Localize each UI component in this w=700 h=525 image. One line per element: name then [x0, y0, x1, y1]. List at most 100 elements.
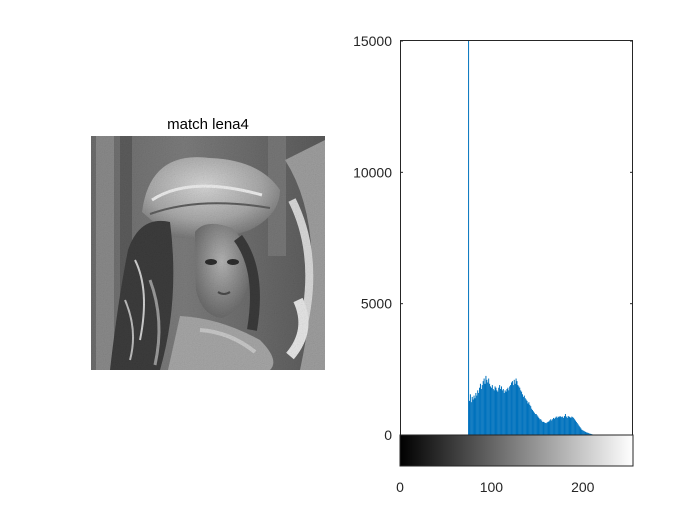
- histogram-bar: [524, 398, 526, 435]
- histogram-bar: [562, 416, 564, 435]
- histogram-bar: [508, 390, 510, 435]
- histogram-bar: [574, 420, 576, 435]
- histogram-bar: [532, 410, 534, 435]
- x-tick-label: 0: [396, 479, 404, 495]
- histogram-bar: [546, 422, 548, 435]
- histogram-bar: [468, 400, 470, 435]
- axes-box: [400, 40, 633, 435]
- histogram-bar: [532, 411, 534, 435]
- histogram-bar: [583, 430, 585, 435]
- histogram-bar: [555, 416, 557, 435]
- histogram-bar: [541, 420, 543, 435]
- histogram-bar: [537, 416, 539, 435]
- histogram-bar: [489, 383, 491, 435]
- histogram-bar: [517, 385, 519, 435]
- histogram-bar: [468, 41, 470, 435]
- histogram-axes: 0 5000 10000 15000 0 100 200: [353, 33, 634, 495]
- histogram-bar: [543, 422, 545, 435]
- histogram-bar: [588, 433, 590, 435]
- histogram-bar: [521, 391, 523, 435]
- histogram-bar: [499, 385, 501, 435]
- histogram-bar: [476, 395, 478, 435]
- histogram-bar: [487, 382, 489, 435]
- y-tick-label: 5000: [361, 296, 392, 312]
- histogram-bar: [474, 398, 476, 435]
- histogram-bar: [569, 417, 571, 435]
- histogram-bar: [475, 392, 477, 435]
- histogram-bars: [468, 41, 600, 435]
- histogram-bar: [473, 395, 475, 435]
- y-tick-label: 15000: [353, 33, 392, 49]
- histogram-bar: [528, 402, 530, 435]
- histogram-bar: [565, 416, 567, 435]
- histogram-bar: [575, 421, 577, 435]
- histogram-bar: [554, 417, 556, 435]
- histogram-bar: [557, 416, 559, 435]
- histogram-bar: [531, 408, 533, 435]
- histogram-bar: [495, 387, 497, 435]
- histogram-bar: [560, 416, 562, 435]
- histogram-bar: [516, 381, 518, 435]
- histogram-bar: [585, 432, 587, 435]
- histogram-bar: [481, 385, 483, 435]
- lena-matched-image: [91, 136, 325, 370]
- histogram-bar: [523, 395, 525, 435]
- histogram-bar: [536, 415, 538, 435]
- histogram-bar: [482, 381, 484, 435]
- histogram-bar: [488, 378, 490, 435]
- histogram-bar: [514, 383, 516, 435]
- histogram-bar: [494, 386, 496, 435]
- histogram-bar: [505, 391, 507, 435]
- histogram-bar: [511, 381, 513, 435]
- histogram-bar: [509, 386, 511, 435]
- y-tick-label: 10000: [353, 164, 392, 180]
- histogram-bar: [567, 416, 569, 435]
- histogram-bar: [548, 421, 550, 435]
- histogram-bar: [533, 412, 535, 435]
- histogram-bar: [478, 392, 480, 435]
- histogram-bar: [540, 419, 542, 435]
- x-tick-label: 100: [480, 479, 504, 495]
- histogram-bar: [544, 422, 546, 435]
- histogram-bar: [479, 383, 481, 435]
- histogram-bar: [543, 421, 544, 435]
- histogram-bar: [520, 390, 522, 435]
- histogram-bar: [507, 387, 509, 435]
- histogram-bar: [547, 421, 549, 435]
- histogram-bar: [485, 375, 487, 435]
- histogram-bar: [526, 400, 528, 435]
- histogram-bar: [545, 423, 547, 435]
- histogram-bar: [511, 382, 513, 435]
- histogram-bar: [585, 431, 587, 435]
- histogram-bar: [486, 379, 488, 435]
- histogram-bar: [483, 378, 485, 435]
- histogram-bar: [518, 386, 520, 435]
- histogram-bar: [470, 402, 472, 435]
- histogram-bar: [513, 379, 515, 435]
- histogram-bar: [571, 416, 573, 435]
- histogram-bar: [535, 413, 537, 435]
- histogram-bar: [510, 385, 512, 435]
- histogram-bar: [553, 418, 555, 435]
- histogram-bar: [512, 385, 514, 435]
- histogram-bar: [580, 428, 582, 435]
- histogram-bar: [577, 424, 579, 435]
- histogram-bar: [589, 433, 591, 435]
- histogram-bar: [581, 429, 583, 435]
- histogram-bar: [503, 392, 505, 435]
- histogram-bar: [579, 427, 581, 435]
- histogram-bar: [502, 389, 504, 435]
- histogram-bar: [568, 416, 570, 435]
- histogram-bar: [538, 417, 540, 435]
- histogram-bar: [549, 420, 551, 435]
- histogram-bar: [493, 390, 495, 435]
- histogram-bar: [586, 432, 588, 435]
- histogram-bar: [496, 390, 498, 435]
- histogram-bar: [574, 419, 576, 435]
- histogram-bar: [492, 389, 494, 435]
- histogram-bar: [561, 417, 563, 435]
- histogram-bar: [530, 406, 532, 435]
- histogram-bar: [521, 394, 523, 435]
- histogram-bar: [525, 399, 527, 435]
- histogram-bar: [497, 391, 499, 435]
